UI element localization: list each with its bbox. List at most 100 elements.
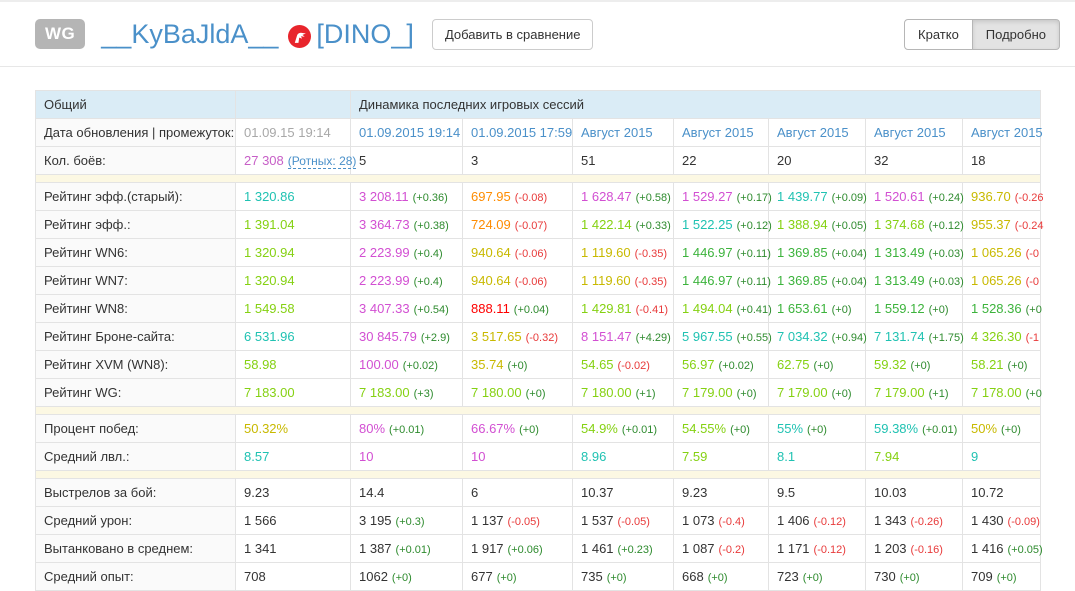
row-label: Рейтинг Броне-сайта: bbox=[35, 322, 236, 351]
stat-cell: 9.5 bbox=[768, 478, 866, 507]
session-date-link[interactable]: 01.09.2015 19:14 bbox=[359, 125, 461, 140]
stat-cell: 709 (+0) bbox=[961, 562, 1042, 591]
stat-cell: 1 406 (-0.12) bbox=[768, 506, 866, 535]
stat-value: 1 203 bbox=[874, 541, 907, 556]
stat-cell: 58.98 bbox=[235, 350, 351, 379]
stat-cell: 1 387 (+0.01) bbox=[350, 534, 463, 563]
stat-value: 1 566 bbox=[244, 513, 277, 528]
stat-delta: (+0.94) bbox=[831, 332, 867, 344]
row-label: Рейтинг WN6: bbox=[35, 238, 236, 267]
stat-cell: 955.37 (-0.24 bbox=[961, 210, 1044, 239]
stat-value: 10 bbox=[359, 449, 374, 464]
add-to-compare-button[interactable]: Добавить в сравнение bbox=[431, 18, 594, 50]
stat-delta: (-1 bbox=[1025, 332, 1040, 344]
stat-delta: (+0.02) bbox=[718, 360, 754, 372]
stat-delta: (+0.01) bbox=[389, 424, 425, 436]
stat-cell: 697.95 (-0.08) bbox=[462, 182, 573, 211]
stat-value: 1 520.61 bbox=[874, 189, 925, 204]
stat-cell: 1 446.97 (+0.11) bbox=[673, 238, 771, 267]
stat-cell: 7 179.00 (+1) bbox=[865, 378, 963, 407]
stat-delta: (+0.17) bbox=[736, 192, 772, 204]
stat-value: 940.64 bbox=[471, 245, 511, 260]
stat-cell: 7 183.00 bbox=[235, 378, 351, 407]
stat-delta: (+0) bbox=[496, 572, 517, 584]
stat-delta: (+0.11) bbox=[736, 276, 771, 288]
player-name-link[interactable]: __KyBaJldA__ bbox=[101, 18, 279, 49]
stat-cell: 1 313.49 (+0.03) bbox=[865, 266, 964, 295]
stat-delta: (-0.06) bbox=[514, 248, 548, 260]
view-detailed-button[interactable]: Подробно bbox=[972, 18, 1060, 50]
stat-cell: 1 549.58 bbox=[235, 294, 351, 323]
stat-cell: 1 446.97 (+0.11) bbox=[673, 266, 771, 295]
stat-value: 58.21 bbox=[971, 357, 1004, 372]
stat-cell: 9.23 bbox=[235, 478, 351, 507]
stat-value: 59.32 bbox=[874, 357, 907, 372]
session-date-link[interactable]: Август 2015 bbox=[581, 125, 653, 140]
session-date-cell: Август 2015 bbox=[865, 118, 963, 147]
stat-value: 7 179.00 bbox=[777, 385, 828, 400]
stat-cell: 708 bbox=[235, 562, 351, 591]
session-date-link[interactable]: Август 2015 bbox=[874, 125, 946, 140]
stat-delta: (+0) bbox=[899, 572, 920, 584]
clan-tag-link[interactable]: [DINO_] bbox=[316, 18, 414, 49]
stat-value: 709 bbox=[971, 569, 993, 584]
stat-value: 7 131.74 bbox=[874, 329, 925, 344]
stat-cell: 1 137 (-0.05) bbox=[462, 506, 573, 535]
stat-value: 1 065.26 bbox=[971, 245, 1022, 260]
stat-value: 9 bbox=[971, 449, 979, 464]
stat-value: 1 416 bbox=[971, 541, 1004, 556]
stat-delta: (-0.05) bbox=[617, 516, 650, 528]
stat-cell: 1 343 (-0.26) bbox=[865, 506, 963, 535]
stat-delta: (+0 bbox=[1025, 388, 1042, 400]
stat-delta: (+0) bbox=[813, 360, 834, 372]
stat-value: 1 119.60 bbox=[581, 273, 631, 288]
stat-value: 56.97 bbox=[682, 357, 715, 372]
stat-value: 1 494.04 bbox=[682, 301, 733, 316]
player-header: WG __KyBaJldA__ [DINO_] Добавить в сравн… bbox=[0, 2, 1075, 67]
stat-cell: 3 195 (+0.3) bbox=[350, 506, 463, 535]
stat-cell: 1 529.27 (+0.17) bbox=[673, 182, 772, 211]
stat-value: 7 183.00 bbox=[244, 385, 295, 400]
stat-cell: 940.64 (-0.06) bbox=[462, 238, 573, 267]
stat-delta: (-0.06) bbox=[514, 276, 548, 288]
stat-cell: 8.1 bbox=[768, 442, 866, 471]
stat-cell: 14.4 bbox=[350, 478, 463, 507]
stat-value: 1 446.97 bbox=[682, 245, 733, 260]
session-date-link[interactable]: Август 2015 bbox=[682, 125, 754, 140]
stat-delta: (+0) bbox=[831, 304, 852, 316]
spacer-row bbox=[34, 406, 1042, 415]
session-date-link[interactable]: 01.09.2015 17:59 bbox=[471, 125, 573, 140]
stat-delta: (+1) bbox=[928, 388, 949, 400]
stat-cell: 1062 (+0) bbox=[350, 562, 463, 591]
session-date-link[interactable]: Август 2015 bbox=[777, 125, 849, 140]
stat-value: 30 845.79 bbox=[359, 329, 417, 344]
company-battles-link[interactable]: (Ротных: 28) bbox=[287, 154, 357, 169]
stat-value: 7 179.00 bbox=[874, 385, 925, 400]
stat-delta: (+0.12) bbox=[928, 220, 964, 232]
stat-cell: 10 bbox=[462, 442, 573, 471]
stat-delta: (+0.06) bbox=[507, 544, 543, 556]
row-label: Рейтинг эфф.(старый): bbox=[35, 182, 236, 211]
stat-cell: 6 531.96 bbox=[235, 322, 351, 351]
row-label: Средний лвл.: bbox=[35, 442, 236, 471]
stat-cell: 2 223.99 (+0.4) bbox=[350, 266, 463, 295]
stat-cell: 7 131.74 (+1.75) bbox=[865, 322, 964, 351]
stat-delta: (+0.23) bbox=[617, 544, 653, 556]
row-label: Рейтинг WN7: bbox=[35, 266, 236, 295]
view-brief-button[interactable]: Кратко bbox=[904, 18, 973, 50]
stat-delta: (+0.58) bbox=[635, 192, 671, 204]
stat-cell: 3 517.65 (-0.32) bbox=[462, 322, 573, 351]
stat-delta: (+0) bbox=[807, 424, 827, 436]
stat-value: 1 391.04 bbox=[244, 217, 295, 232]
stat-cell: 3 364.73 (+0.38) bbox=[350, 210, 463, 239]
stat-cell: 888.11 (+0.04) bbox=[462, 294, 573, 323]
stat-value: 5 967.55 bbox=[682, 329, 733, 344]
stat-delta: (+0.3) bbox=[395, 516, 425, 528]
stat-cell: 677 (+0) bbox=[462, 562, 573, 591]
stat-value: 8 151.47 bbox=[581, 329, 632, 344]
session-date-link[interactable]: Август 2015 bbox=[971, 125, 1043, 140]
stat-value: 1 065.26 bbox=[971, 273, 1022, 288]
stat-cell: 80% (+0.01) bbox=[350, 414, 463, 443]
session-date-cell: Август 2015 bbox=[961, 118, 1043, 147]
stat-value: 1 422.14 bbox=[581, 217, 632, 232]
